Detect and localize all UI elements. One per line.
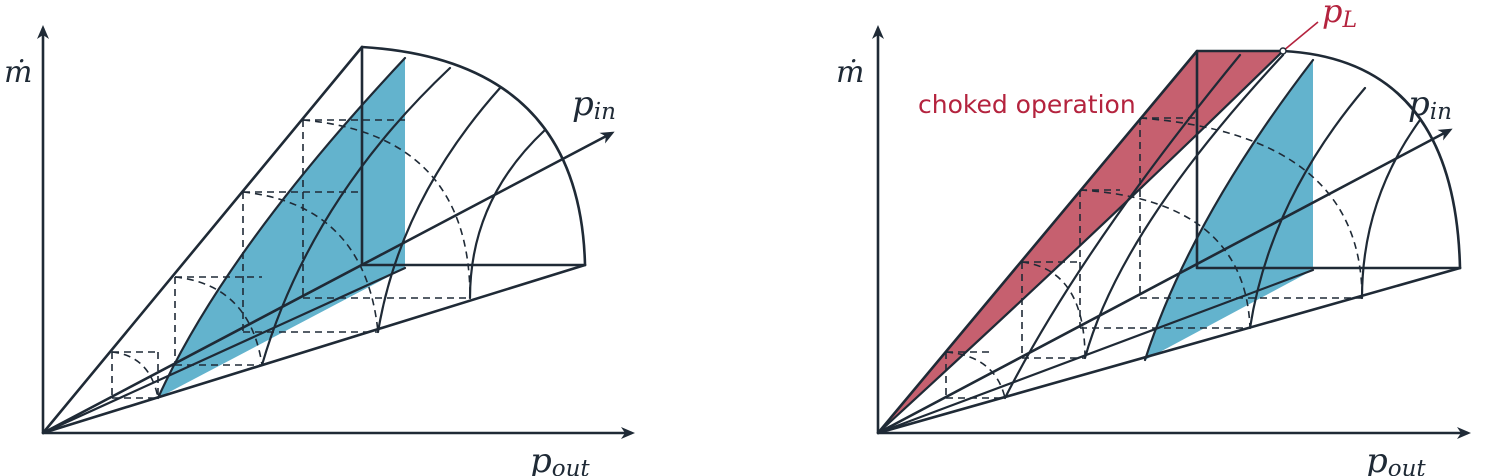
right-diag-axis [877,128,1453,435]
right-pl-leader [1282,21,1319,52]
right-mdot-label: ṁ [836,55,864,90]
left-mdot-label: ṁ [4,55,32,90]
right-choked-label: choked operation [918,90,1136,119]
right-pin-label: pin [1408,84,1452,125]
left-frame [41,45,587,435]
left-pout-label: pout [530,441,590,476]
right-panel: ṁ pout pin choked operation pL [836,0,1471,476]
left-diag-axis [42,131,615,435]
right-pout-label: pout [1366,441,1426,476]
right-pl-point [1279,47,1287,55]
right-frame [876,49,1462,435]
left-pin-label: pin [572,84,616,125]
left-panel: ṁ pout pin [4,25,635,476]
left-blue-region [158,58,405,398]
right-pl-label: pL [1322,0,1357,33]
